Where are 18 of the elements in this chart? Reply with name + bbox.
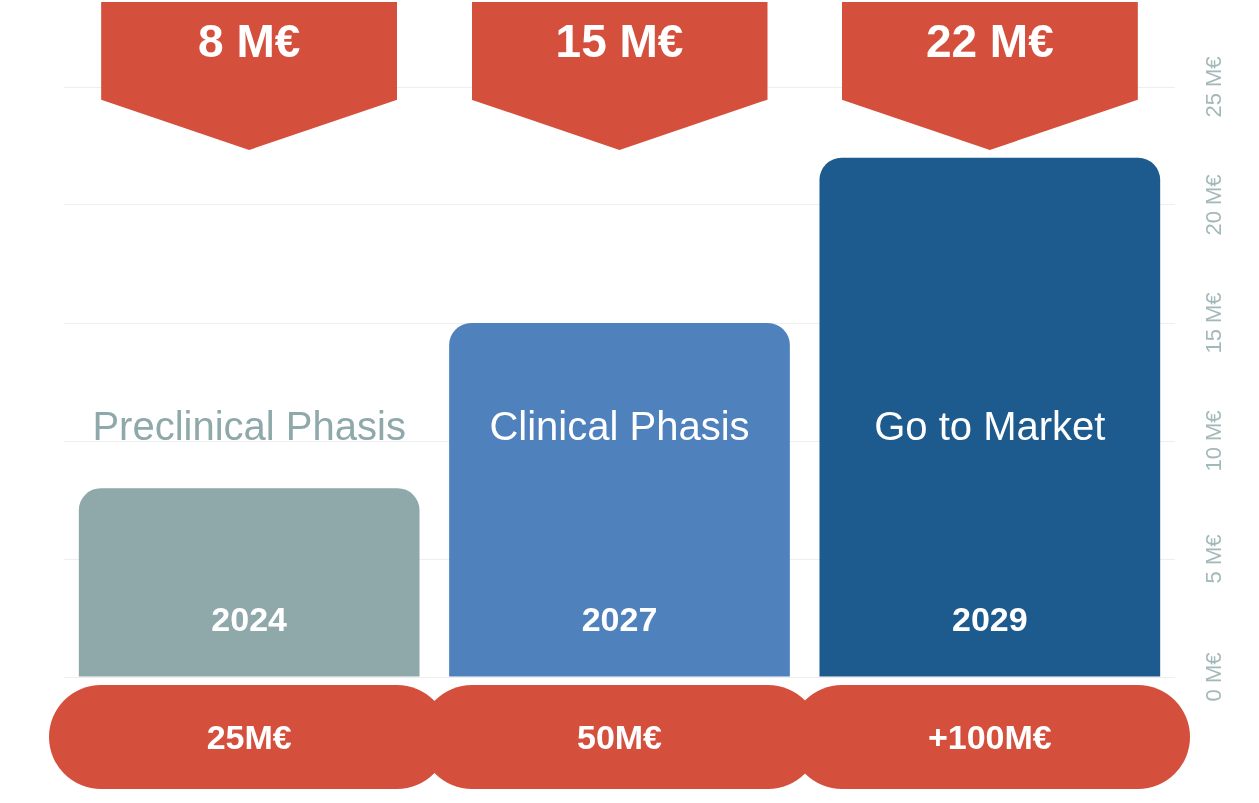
y-tick-label: 15 M€ — [1201, 292, 1227, 354]
arrow-banner: 8 M€ — [101, 2, 398, 150]
bar — [819, 157, 1161, 677]
y-tick-label: 0 M€ — [1201, 652, 1227, 702]
bar — [449, 323, 790, 677]
annotation: 2029 — [952, 600, 1028, 639]
y-tick-label: 10 M€ — [1201, 410, 1227, 472]
x-tick-label: Preclinical Phasis — [92, 404, 406, 449]
y-tick-label: 20 M€ — [1201, 174, 1227, 236]
x-tick-label: Go to Market — [874, 404, 1106, 449]
arrow-banner: 22 M€ — [841, 2, 1138, 150]
annotation: 2027 — [581, 600, 658, 639]
y-tick-label: 25 M€ — [1201, 56, 1227, 118]
arrow-banner: 15 M€ — [471, 2, 768, 150]
bar — [78, 488, 420, 677]
y-tick-label: 5 M€ — [1201, 534, 1227, 584]
x-tick-label: Clinical Phasis — [489, 404, 750, 449]
annotation: 2024 — [211, 600, 288, 639]
